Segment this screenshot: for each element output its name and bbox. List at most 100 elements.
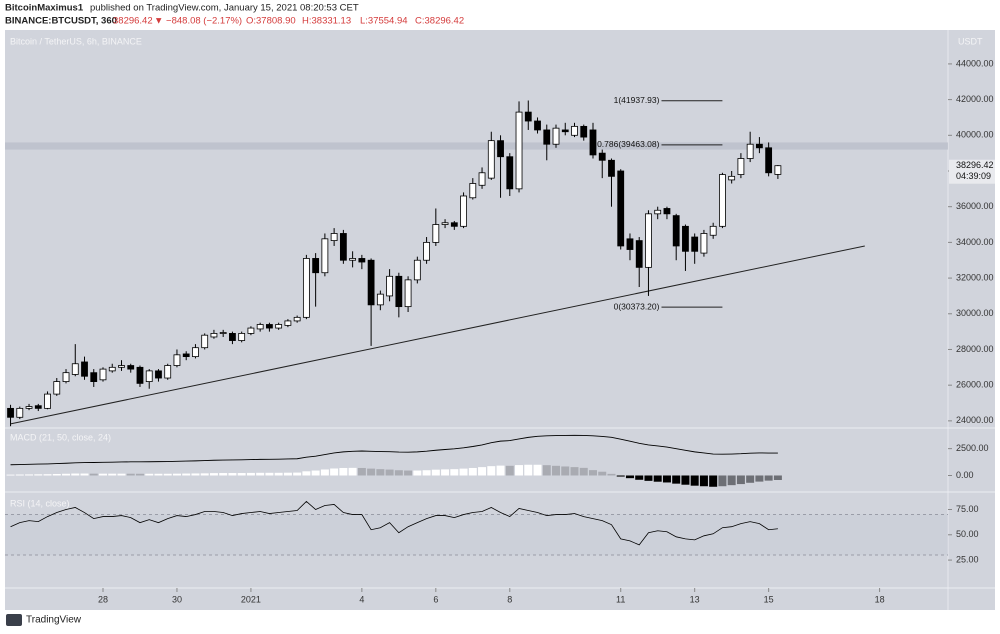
candle-body <box>450 222 458 227</box>
macd-histogram-bar <box>209 473 218 476</box>
macd-histogram-bar <box>542 465 551 476</box>
candle-body <box>275 324 283 329</box>
candle-body <box>210 333 218 338</box>
candle-body <box>774 165 782 175</box>
candle-body <box>219 332 227 334</box>
macd-histogram-bar <box>450 469 459 476</box>
candle-body <box>589 129 597 156</box>
low: L:37554.94 <box>360 16 408 27</box>
candle-body <box>423 241 430 261</box>
y-tick-label: 44000.00 <box>956 58 994 68</box>
candle-body <box>709 225 717 236</box>
macd-title: MACD (21, 50, close, 24) <box>10 432 111 442</box>
macd-histogram-bar <box>256 472 265 476</box>
candle-body <box>543 129 551 145</box>
candle-body <box>395 275 403 308</box>
macd-histogram-bar <box>376 469 385 476</box>
candle-body <box>441 222 449 225</box>
candle-body <box>349 258 357 261</box>
macd-histogram-bar <box>135 473 144 476</box>
candle-body <box>25 406 33 409</box>
symbol: BINANCE:BTCUSDT, 360 <box>5 16 117 27</box>
candle-body <box>404 279 412 308</box>
macd-histogram-bar <box>385 469 394 476</box>
macd-histogram-bar <box>126 473 135 476</box>
x-tick-label: 18 <box>875 594 885 604</box>
macd-histogram-bar <box>635 475 644 480</box>
chart-bg <box>5 30 995 610</box>
macd-histogram-bar <box>108 473 117 476</box>
candle-body <box>293 316 301 322</box>
open: O:37808.90 <box>246 16 296 27</box>
macd-histogram-bar <box>570 467 579 476</box>
rsi-y-tick-label: 75.00 <box>956 504 979 514</box>
y-tick-label: 26000.00 <box>956 380 994 390</box>
rsi-y-tick-label: 25.00 <box>956 554 979 564</box>
fib-label: 0.786(39463.08) <box>597 139 660 149</box>
candle-body <box>247 327 255 334</box>
macd-histogram-bar <box>293 472 302 476</box>
candle-body <box>506 156 514 190</box>
macd-histogram-bar <box>357 467 366 476</box>
rsi-y-tick-label: 50.00 <box>956 529 979 539</box>
candle-body <box>635 240 643 268</box>
macd-histogram-bar <box>672 475 681 484</box>
macd-histogram-bar <box>736 475 745 485</box>
candle-body <box>367 259 375 306</box>
candle-body <box>136 366 144 384</box>
fib-label: 1(41937.93) <box>614 95 660 105</box>
change: ▼ −848.08 (−2.17%) <box>154 16 242 27</box>
macd-histogram-bar <box>330 468 339 476</box>
macd-histogram-bar <box>117 473 126 476</box>
candle-body <box>515 111 523 190</box>
macd-histogram-bar <box>52 473 61 476</box>
y-tick-label: 36000.00 <box>956 201 994 211</box>
candle-body <box>598 152 606 161</box>
y-tick-label: 34000.00 <box>956 237 994 247</box>
macd-histogram-bar <box>459 468 468 476</box>
candle-body <box>201 334 209 349</box>
close: C:38296.42 <box>415 16 464 27</box>
macd-histogram-bar <box>200 473 209 476</box>
candle-body <box>617 170 625 247</box>
macd-histogram-bar <box>764 475 773 481</box>
resistance-zone <box>5 142 948 150</box>
last-price-label: 38296.42 <box>956 160 994 170</box>
rsi-line <box>10 500 778 546</box>
candle-body <box>608 159 615 177</box>
candle-body <box>164 365 172 379</box>
candle-body <box>700 233 708 254</box>
candle-body <box>460 195 467 227</box>
candle-body <box>376 293 384 306</box>
candle-body <box>238 333 246 341</box>
y-tick-label: 28000.00 <box>956 344 994 354</box>
candle-body <box>645 213 652 268</box>
macd-histogram-bar <box>43 474 52 476</box>
candle-body <box>192 347 199 358</box>
x-tick-label: 15 <box>764 594 774 604</box>
macd-histogram-bar <box>487 466 496 476</box>
x-tick-label: 11 <box>616 594 625 604</box>
logo-icon <box>6 614 22 626</box>
candle-body <box>173 354 181 366</box>
macd-histogram-bar <box>320 469 329 476</box>
candle-body <box>691 236 699 252</box>
candle-body <box>524 111 532 122</box>
x-tick-label: 13 <box>690 594 700 604</box>
macd-histogram-bar <box>98 473 107 476</box>
macd-histogram-bar <box>644 475 653 481</box>
candle-body <box>339 233 347 261</box>
y-tick-label: 40000.00 <box>956 130 994 140</box>
macd-histogram-bar <box>515 465 524 476</box>
macd-histogram-bar <box>422 470 431 476</box>
macd-histogram-bar <box>219 473 228 476</box>
macd-histogram-bar <box>478 467 487 476</box>
candle-body <box>53 381 61 395</box>
candle-body <box>469 183 477 199</box>
candle-body <box>118 365 125 368</box>
candle-body <box>765 147 773 174</box>
macd-histogram-bar <box>283 472 292 476</box>
candle-body <box>682 225 689 252</box>
candle-body <box>108 366 116 372</box>
